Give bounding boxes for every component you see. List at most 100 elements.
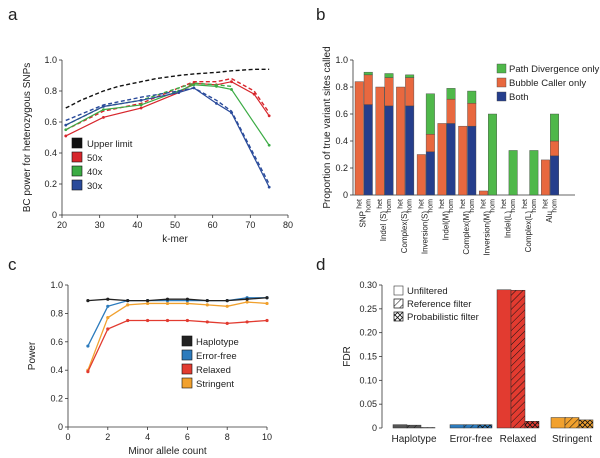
- legend-swatch-error-free: [181, 349, 193, 361]
- bar-sublabel: hom: [386, 199, 393, 213]
- data-point-relaxed: [146, 318, 150, 323]
- bar-sublabel: het: [356, 199, 363, 209]
- y-tick-label: 0: [52, 210, 57, 220]
- data-point-haplotype: [225, 299, 229, 303]
- data-point-50x: [139, 106, 143, 110]
- legend-swatch-path-divergence-only: [496, 63, 507, 74]
- legend-label-unfiltered: Unfiltered: [407, 286, 448, 297]
- legend-swatch-40x: [71, 165, 83, 177]
- y-tick-label: 0.4: [50, 365, 63, 375]
- data-point-stringent: [185, 301, 189, 306]
- category-label: Error-free: [450, 434, 493, 445]
- y-tick-label: 0: [343, 190, 348, 200]
- data-point-40x: [139, 103, 143, 107]
- category-label: Complex(L): [524, 211, 533, 253]
- data-point-stringent: [265, 301, 269, 306]
- bar-segment-both: [405, 105, 415, 196]
- bar-sublabel: hom: [510, 199, 517, 213]
- data-point-stringent: [146, 301, 150, 306]
- y-tick-label: 0.8: [50, 308, 63, 318]
- bar-hatch-probabilistic-filter: [525, 421, 539, 428]
- y-tick-label: 0.2: [44, 179, 57, 189]
- series-line-relaxed: [87, 319, 268, 372]
- bar-segment-bubble: [354, 81, 364, 196]
- bar-haplotype-unfiltered: [392, 424, 408, 429]
- category-label: Indel (S): [379, 211, 388, 242]
- bar-segment-bubble: [479, 190, 488, 196]
- x-tick-label: 0: [65, 432, 70, 442]
- data-point-40x: [64, 128, 68, 132]
- data-point-stringent: [205, 303, 209, 307]
- legend-label-path-divergence-only: Path Divergence only: [509, 64, 600, 75]
- y-tick-label: 0.2: [335, 163, 348, 173]
- data-point-relaxed: [205, 320, 209, 324]
- data-point-relaxed: [225, 321, 229, 325]
- y-tick-label: 0.05: [359, 399, 377, 409]
- x-tick-label: 20: [57, 220, 67, 230]
- data-point-haplotype: [165, 297, 170, 301]
- series-line-40x: [65, 84, 270, 146]
- y-tick-label: 0: [372, 423, 377, 433]
- series-line-30x-dashed: [65, 87, 270, 185]
- category-label: Complex(S): [400, 211, 409, 254]
- legend-label-reference-filter: Reference filter: [407, 299, 471, 310]
- data-point-40x: [215, 84, 218, 88]
- y-tick-label: 0.10: [359, 375, 377, 385]
- legend-swatch-hatch: [393, 298, 404, 309]
- bar-segment-path: [467, 90, 477, 104]
- data-point-relaxed: [106, 327, 110, 331]
- bar-sublabel: het: [480, 199, 487, 209]
- legend-swatch-relaxed: [181, 363, 193, 375]
- data-point-haplotype: [205, 299, 209, 303]
- legend-label-probabilistic-filter: Probabilistic filter: [407, 312, 479, 323]
- data-point-50x: [102, 115, 105, 119]
- bar-sublabel: het: [543, 199, 550, 209]
- data-point-stringent: [106, 316, 110, 320]
- x-tick-label: 70: [245, 220, 255, 230]
- panel-label-c: c: [8, 255, 17, 274]
- bar-sublabel: hom: [531, 199, 538, 213]
- data-point-40x: [267, 143, 271, 147]
- bar-segment-both: [467, 125, 477, 196]
- bar-sublabel: het: [439, 199, 446, 209]
- panel-a-chart: 0 0.2 0.4 0.6 0.8 1.0 20 30 40 50 60 70 80 k-mer BC po…: [22, 55, 293, 245]
- data-point-40x: [192, 83, 196, 87]
- category-label: Relaxed: [500, 434, 537, 445]
- bar-sublabel: hom: [407, 199, 414, 213]
- series-line-error-free: [87, 297, 267, 347]
- data-point-stringent: [245, 300, 249, 304]
- data-point-50x: [230, 80, 233, 84]
- bar-hatch-probabilistic-filter: [478, 424, 492, 428]
- legend-swatch-bubble-caller-only: [496, 77, 507, 88]
- y-axis-label: Proportion of true variant sites called: [322, 46, 333, 208]
- y-tick-label: 0.2: [50, 394, 63, 404]
- bar-hatch-reference-filter: [511, 290, 525, 428]
- legend-label-haplotype: Haplotype: [196, 337, 239, 348]
- legend-label-both: Both: [509, 92, 529, 103]
- series-line-stringent: [87, 301, 268, 371]
- data-point-haplotype: [126, 299, 130, 303]
- bar-sublabel: het: [398, 199, 405, 209]
- data-point-haplotype: [245, 297, 249, 301]
- bar-segment-bubble: [541, 159, 550, 196]
- data-point-relaxed: [245, 320, 249, 324]
- bar-sublabel: hom: [365, 199, 372, 213]
- data-point-relaxed: [126, 318, 130, 323]
- bar-segment-path: [425, 93, 435, 135]
- bar-segment-both: [446, 123, 456, 196]
- data-point-30x: [177, 91, 181, 94]
- data-point-50x: [252, 92, 256, 96]
- bar-segment-bubble: [363, 74, 373, 105]
- y-tick-label: 0.8: [335, 82, 348, 92]
- y-axis-label: BC power for heterozygous SNPs: [22, 63, 33, 213]
- legend-swatch-upper-limit: [71, 137, 83, 149]
- data-point-30x: [64, 123, 68, 127]
- bar-error-free-unfiltered: [449, 424, 465, 429]
- series-line-40x-dashed: [65, 82, 232, 126]
- x-tick-label: 40: [132, 220, 142, 230]
- legend-label-relaxed: Relaxed: [196, 365, 231, 376]
- y-axis-label: Power: [27, 341, 38, 370]
- data-point-relaxed: [185, 318, 189, 323]
- legend-label-error-free: Error-free: [196, 351, 237, 362]
- bar-segment-path: [488, 113, 497, 196]
